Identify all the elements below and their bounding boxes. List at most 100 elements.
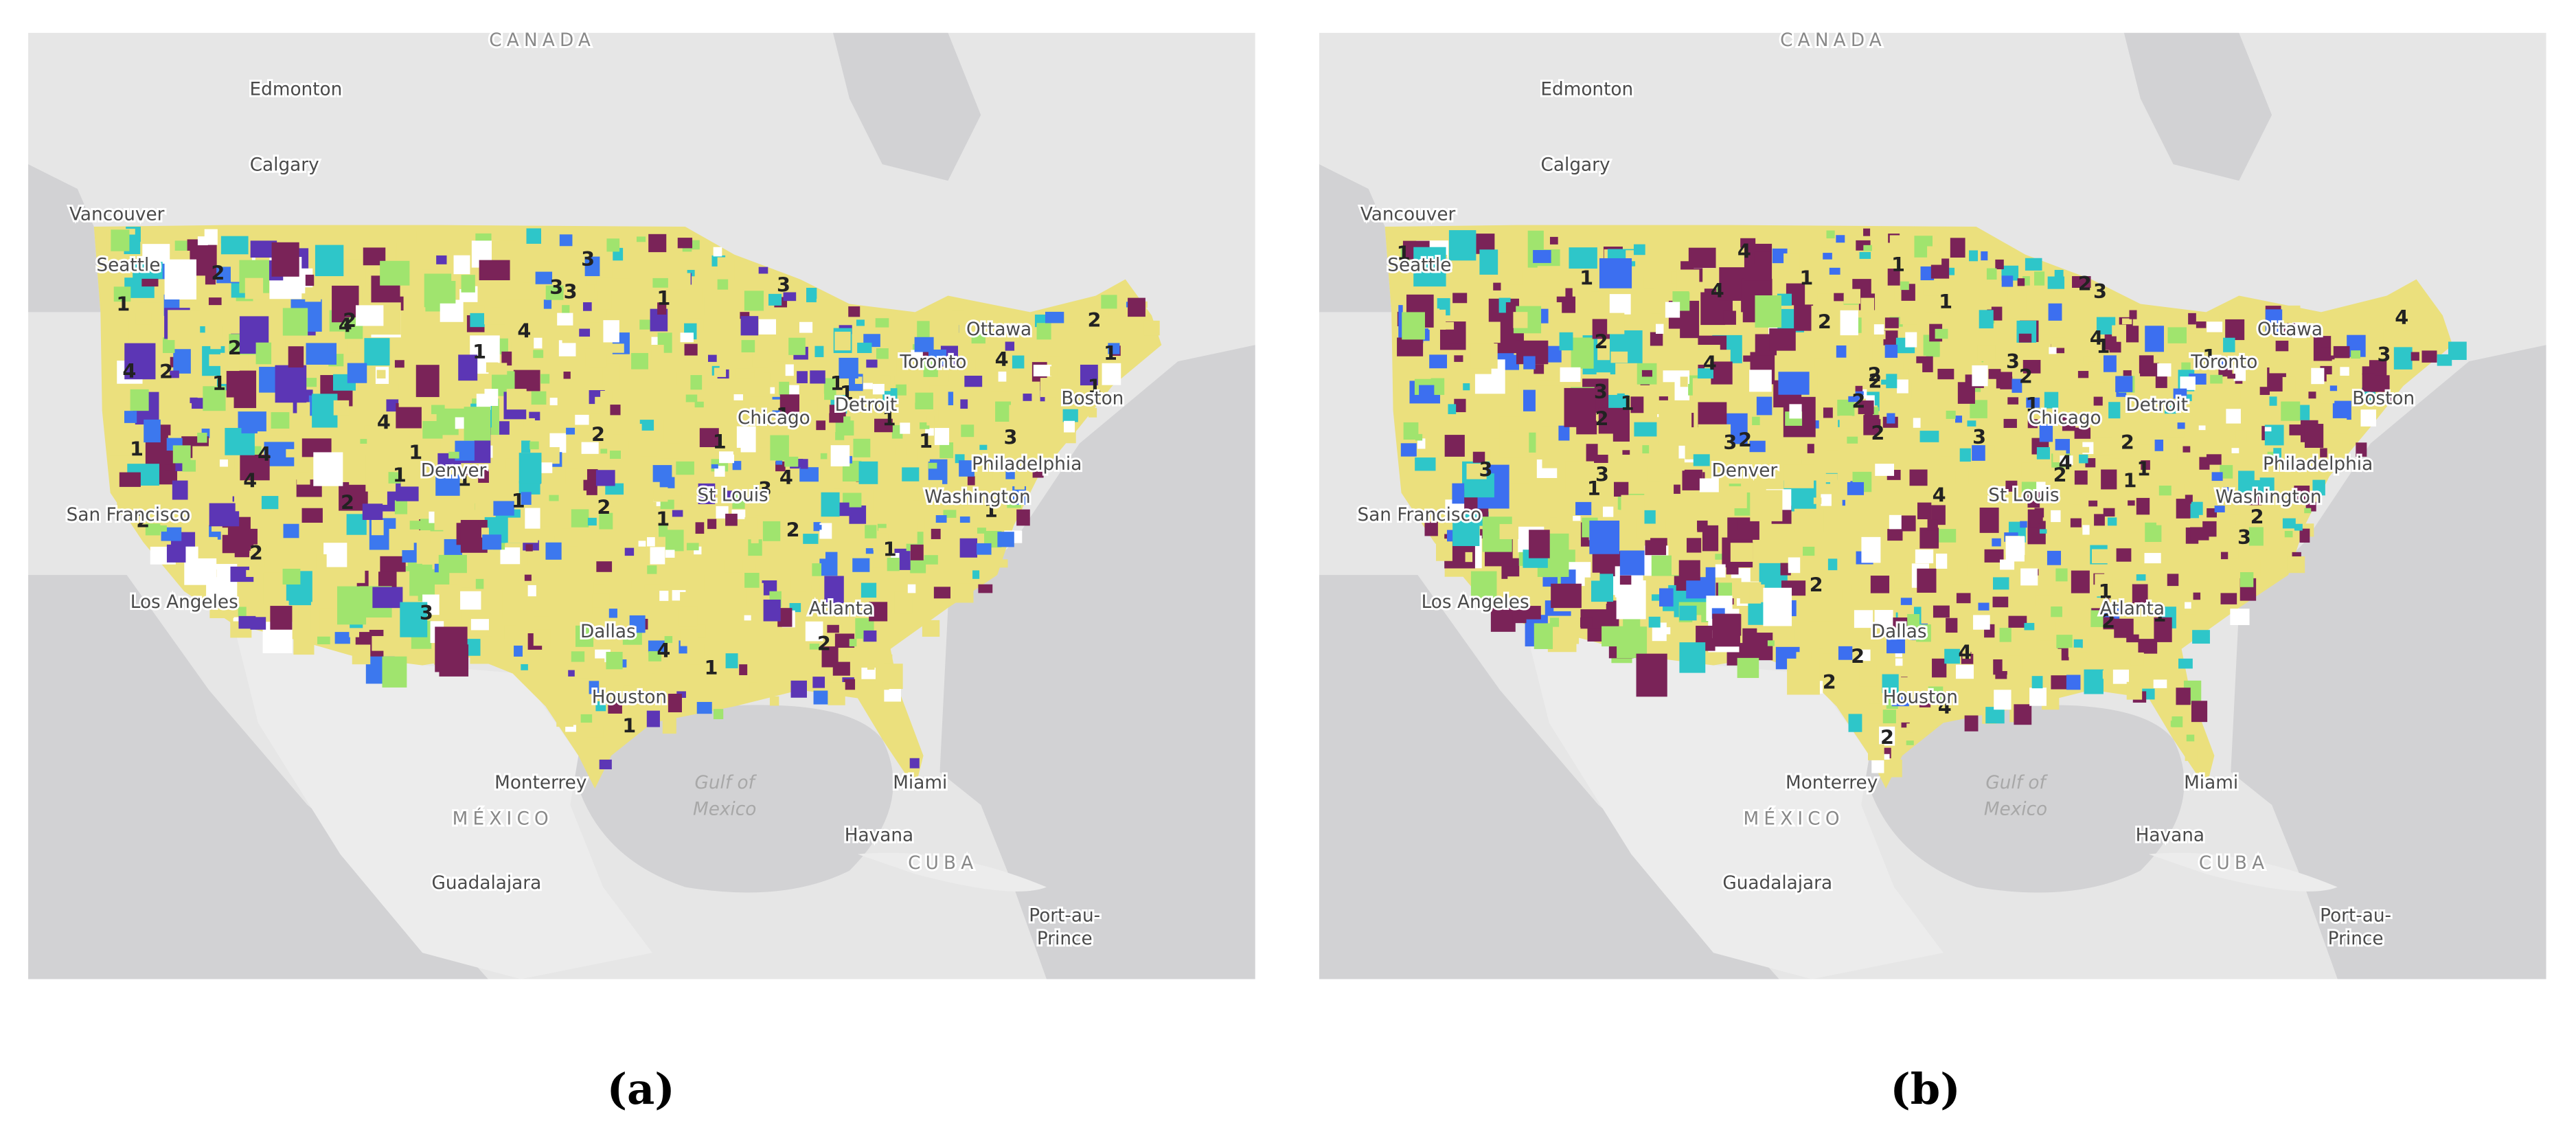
county-patch [107,427,130,451]
county-patch [1848,714,1862,732]
county-patch [1803,546,1815,556]
county-patch [1854,610,1873,628]
county-patch [1808,602,1836,622]
place-label: St Louis [1988,485,2059,506]
county-patch [2114,579,2123,585]
place-label: Dallas [1871,622,1927,642]
county-patch [694,546,702,555]
county-patch [1688,247,1716,269]
place-label: Guadalajara [1722,873,1832,894]
county-patch [2180,376,2196,390]
county-patch [2393,347,2413,370]
county-patch [2304,424,2324,448]
county-patch [1749,440,1766,453]
county-patch [1817,372,1834,389]
county-patch [1659,588,1674,607]
county-patch [1950,238,1965,258]
county-patch [696,701,712,714]
county-patch [707,519,717,530]
county-patch [902,467,920,481]
county-patch [1614,481,1629,497]
county-patch [1972,365,1988,387]
county-patch [1400,443,1417,457]
county-patch [1609,294,1631,315]
county-patch [197,432,207,443]
cluster-label: 2 [2121,431,2134,454]
county-patch [2227,374,2236,379]
county-patch [470,313,485,328]
county-patch [894,376,904,385]
county-patch [655,668,671,680]
county-patch [2066,383,2073,390]
county-patch [2283,323,2299,334]
county-patch [762,521,781,541]
cluster-label: 2 [2250,505,2264,528]
county-patch [1993,577,2009,590]
county-patch [967,476,975,486]
county-patch [1992,596,2009,608]
county-patch [606,652,623,670]
county-patch [821,492,840,517]
cluster-label: 2 [211,262,225,285]
county-patch [869,602,888,622]
county-patch [238,615,256,629]
county-patch [1712,613,1740,647]
place-label: Washington [2215,487,2322,508]
county-patch [1444,460,1455,474]
county-patch [1616,580,1646,620]
county-patch [545,285,564,300]
county-patch [874,418,893,433]
county-patch [687,287,703,304]
cluster-label: 4 [779,466,793,489]
county-patch [371,519,384,536]
county-patch [595,701,606,712]
county-patch [577,328,591,337]
county-patch [306,378,317,387]
cluster-label: 1 [472,340,486,363]
county-patch [773,361,789,383]
county-patch [1851,585,1862,592]
place-label: Philadelphia [972,454,1082,475]
county-patch [172,445,191,464]
county-patch [894,591,913,614]
county-patch [1836,235,1845,243]
county-patch [2043,648,2062,672]
county-patch [843,416,851,425]
county-patch [1962,651,1971,659]
county-patch [2055,568,2068,582]
county-patch [974,322,988,337]
county-patch [380,556,406,572]
county-patch [1863,228,1871,236]
county-patch [2230,609,2250,626]
county-patch [959,460,974,477]
county-patch [2311,367,2325,385]
water [570,705,893,893]
county-patch [1821,494,1832,506]
county-patch [587,517,597,526]
county-patch [2176,499,2191,519]
county-patch [721,490,732,503]
county-patch [1889,514,1902,530]
county-patch [546,447,560,464]
county-patch [135,313,152,325]
cluster-label: 4 [2090,326,2104,350]
county-patch [1794,508,1824,533]
county-patch [1972,445,1985,461]
county-patch [784,479,795,487]
county-patch [1919,431,1939,442]
county-patch [549,398,558,406]
county-patch [575,414,589,425]
county-patch [1143,320,1160,336]
county-patch [527,552,543,566]
county-patch [527,585,536,597]
county-patch [608,576,626,589]
county-patch [2083,356,2091,365]
county-patch [2066,674,2081,690]
county-patch [1755,295,1781,328]
county-patch [1610,351,1628,363]
county-patch [1900,281,1909,291]
county-patch [113,286,131,302]
cluster-label: 1 [1104,341,1117,365]
place-label: Vancouver [1360,204,1456,225]
county-patch [1655,324,1664,334]
